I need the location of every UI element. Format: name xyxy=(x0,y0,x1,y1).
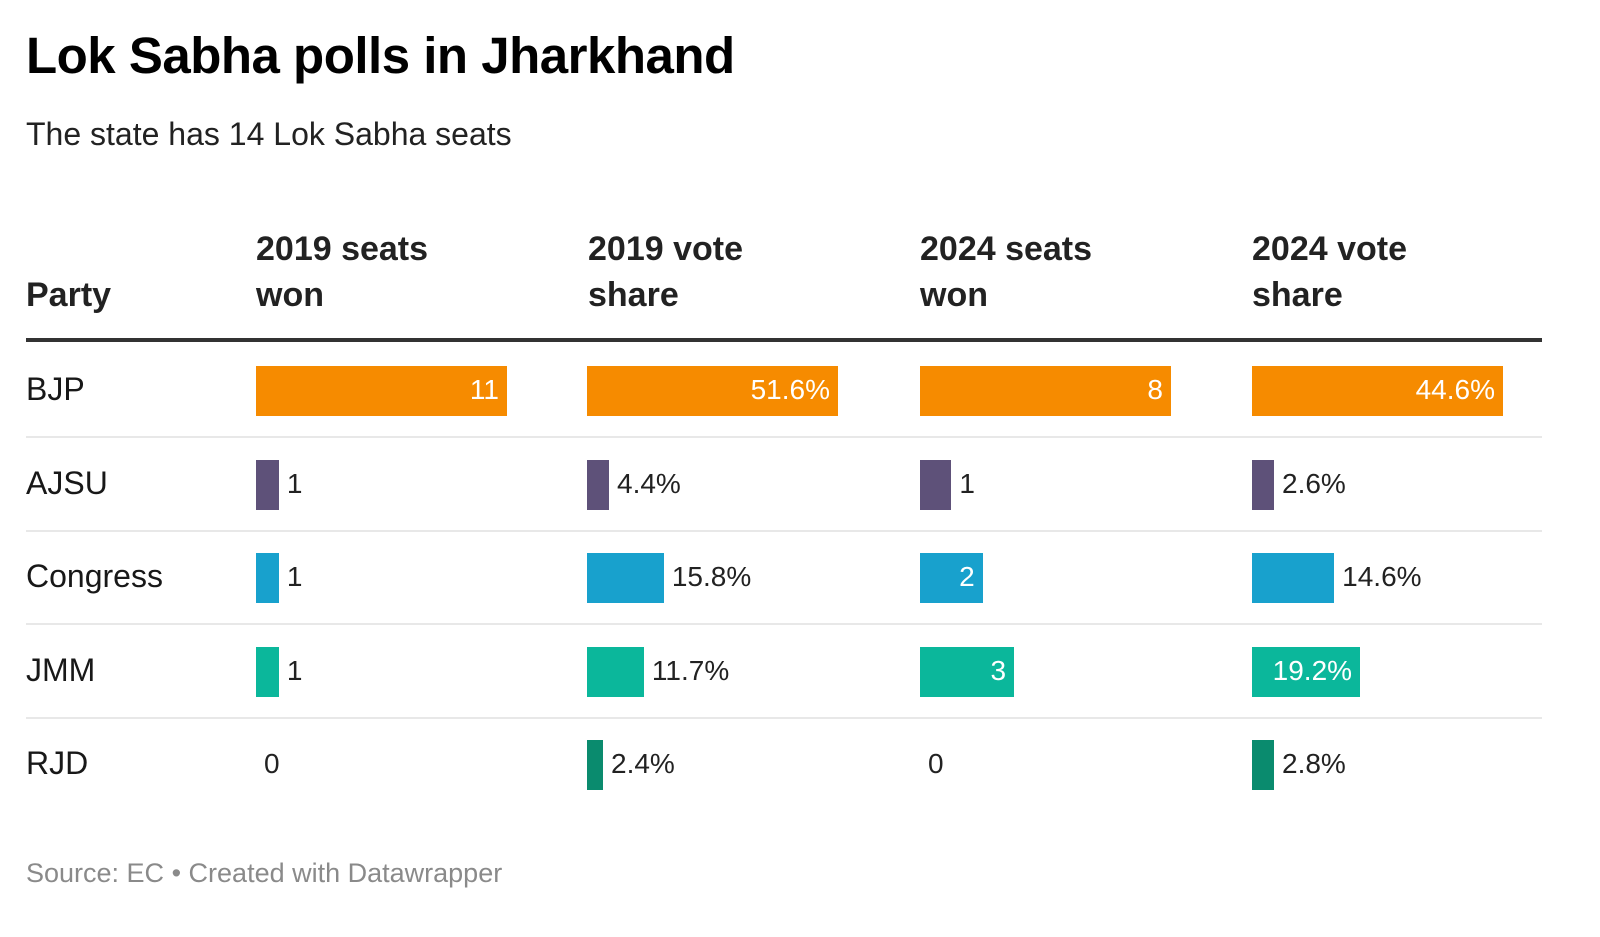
bar-seats2024 xyxy=(920,459,952,510)
table-header: Party 2019 seats won 2019 vote share 202… xyxy=(26,228,1542,338)
source-note: Source: EC xyxy=(26,858,165,888)
bar-value-label: 11 xyxy=(469,374,499,405)
bar-vote2019 xyxy=(587,553,664,603)
bar-vote2024 xyxy=(1252,646,1361,697)
bar-value-label: 2 xyxy=(959,561,975,592)
credit-note: Created with Datawrapper xyxy=(188,858,503,888)
bar-value-label: 51.6% xyxy=(750,374,830,405)
bar-vote2019 xyxy=(587,366,838,416)
party-label: Congress xyxy=(26,558,163,594)
column-header-line: 2024 vote xyxy=(1252,230,1407,268)
party-label: JMM xyxy=(26,651,96,688)
bar-value-label: 2.8% xyxy=(1282,748,1346,779)
bar-value-label: 1 xyxy=(286,561,303,592)
table-row: BJP 11 51.6% 8 44.6% xyxy=(26,343,1542,438)
party-label: BJP xyxy=(26,371,85,407)
header-divider xyxy=(26,338,1542,342)
bar-seats2024 xyxy=(920,366,1171,416)
column-header-line: share xyxy=(1252,276,1343,314)
bar-seats2024 xyxy=(920,646,1015,697)
chart-title: Lok Sabha polls in Jharkhand xyxy=(26,27,735,84)
bar-value-label: 44.6% xyxy=(1415,374,1495,405)
table-row: RJD 0 2.4% 0 2.8% xyxy=(26,717,1542,810)
column-header-2024-vote: 2024 vote share xyxy=(1252,226,1407,318)
separator-dot: • xyxy=(171,858,182,888)
chart-footer: Source: EC • Created with Datawrapper xyxy=(26,858,502,889)
bar-value-label: 19.2% xyxy=(1272,654,1353,686)
party-label: RJD xyxy=(26,745,89,781)
bar-value-label: 1 xyxy=(959,467,975,499)
column-header-line: 2019 vote xyxy=(588,230,743,268)
bar-vote2024 xyxy=(1252,366,1503,416)
party-label: AJSU xyxy=(26,464,108,501)
bar-seats2019 xyxy=(256,459,279,510)
column-header-line: won xyxy=(920,276,988,314)
column-header-line: 2019 seats xyxy=(256,230,429,268)
column-header-2024-seats: 2024 seats won xyxy=(920,226,1092,318)
bar-value-label: 14.6% xyxy=(1342,561,1422,592)
bar-vote2024 xyxy=(1252,459,1274,510)
bar-value-label: 2.4% xyxy=(611,748,675,779)
bar-value-label: 2.6% xyxy=(1282,467,1346,499)
bar-value-label: 8 xyxy=(1147,374,1163,405)
table-row: Congress 1 15.8% 2 14.6% xyxy=(26,530,1542,625)
bar-vote2019 xyxy=(587,459,609,510)
bar-seats2024 xyxy=(920,553,983,603)
column-header-2019-seats: 2019 seats won xyxy=(256,226,428,318)
bar-vote2019 xyxy=(587,646,644,697)
column-header-2019-vote: 2019 vote share xyxy=(588,226,743,318)
bar-vote2024 xyxy=(1252,553,1335,603)
bar-value-label: 15.8% xyxy=(671,561,752,592)
column-header-party: Party xyxy=(26,276,112,314)
bar-value-label: 3 xyxy=(990,654,1007,686)
bar-value-label: 0 xyxy=(264,748,280,779)
column-header-line: 2024 seats xyxy=(920,230,1093,268)
column-header-line: won xyxy=(256,276,324,314)
bar-seats2019 xyxy=(256,646,279,697)
bar-value-label: 1 xyxy=(286,654,303,686)
table-row: AJSU 1 4.4% 1 2.6% xyxy=(26,437,1542,532)
bar-seats2019 xyxy=(256,366,507,416)
bar-vote2019 xyxy=(587,740,603,790)
bar-value-label: 0 xyxy=(928,748,944,779)
bar-value-label: 4.4% xyxy=(617,467,681,499)
bar-value-label: 11.7% xyxy=(651,654,730,686)
table-row: JMM 1 11.7% 3 19.2% xyxy=(26,624,1542,719)
chart-subtitle: The state has 14 Lok Sabha seats xyxy=(26,116,512,152)
column-header-line: share xyxy=(588,276,679,314)
bar-seats2019 xyxy=(256,553,279,603)
bar-vote2024 xyxy=(1252,740,1274,790)
bar-value-label: 1 xyxy=(286,467,303,499)
